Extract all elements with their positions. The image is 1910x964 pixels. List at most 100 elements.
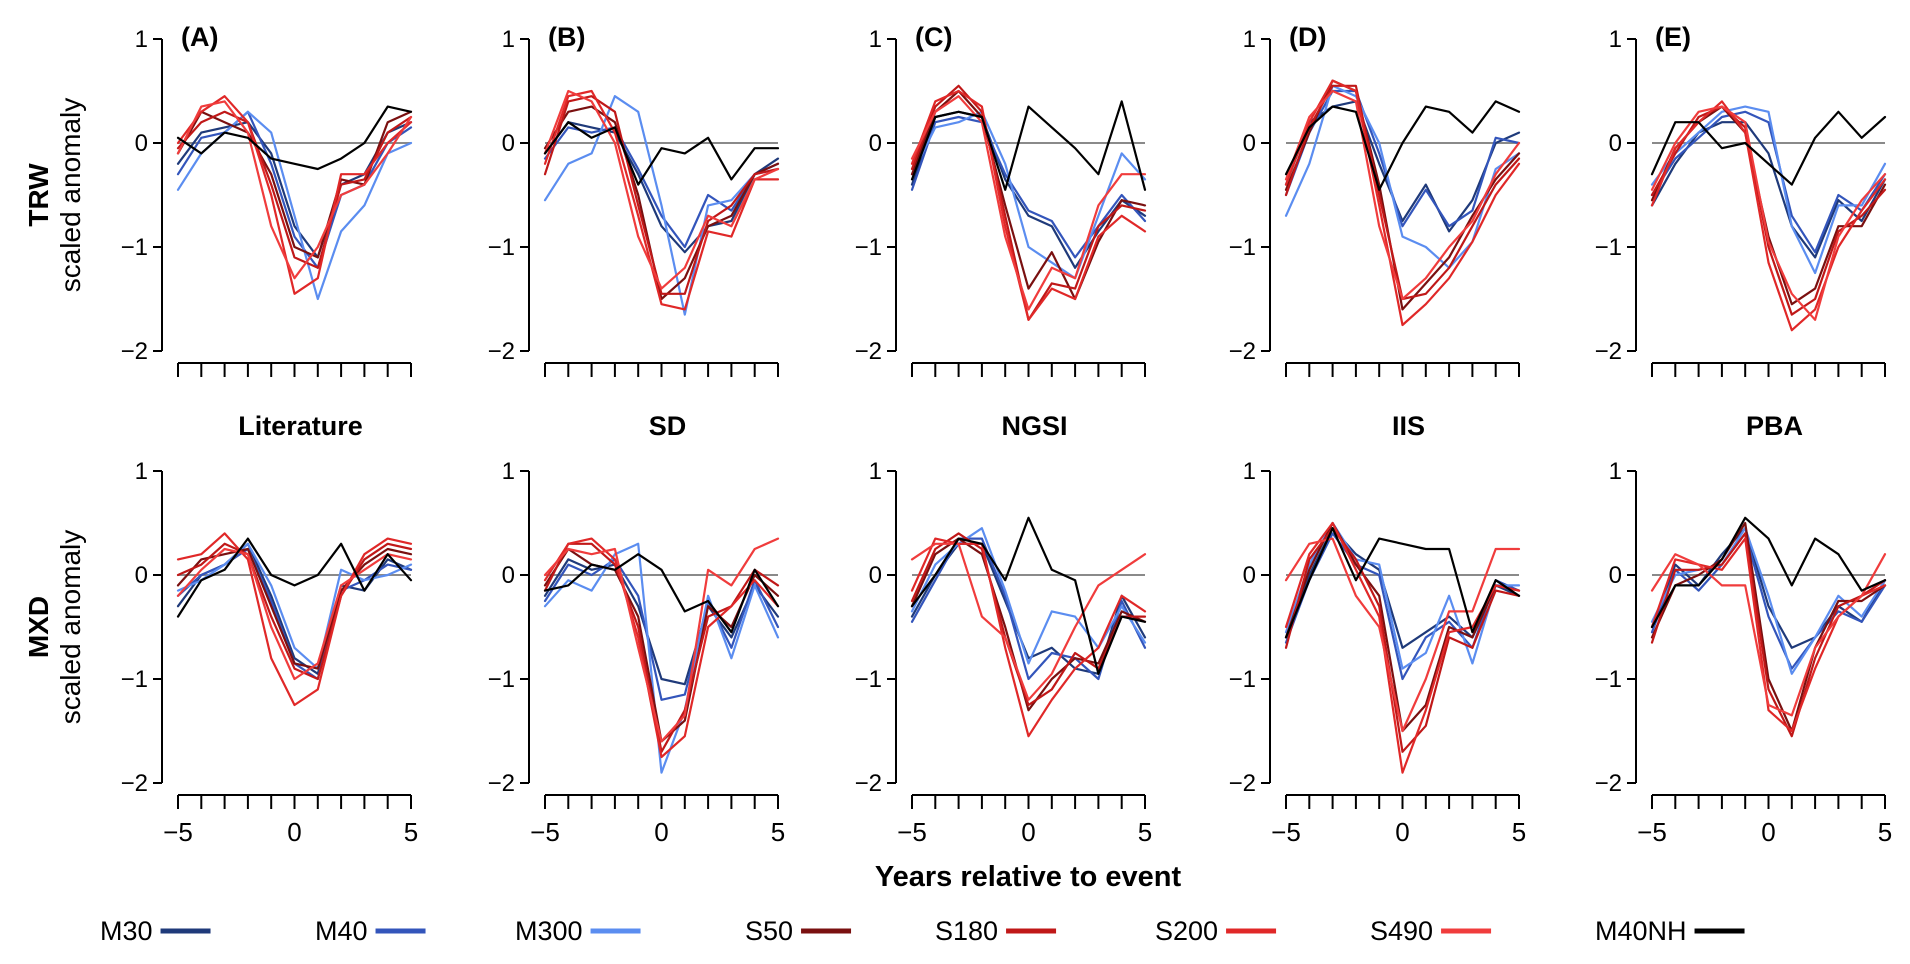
series-line-s180 [1284,527,1521,753]
series-line-s180 [1650,532,1887,738]
y-tick-label: −2 [488,770,515,797]
series-line-m40nh [1284,527,1521,639]
series-line-m40 [1284,89,1521,228]
y-tick-label: −2 [488,338,515,365]
panel-0-3: 1 0 −1 −2 [1229,26,1521,377]
series-line-m40 [1650,532,1887,670]
series-line-m300 [543,95,780,316]
series-line-s490 [910,542,1147,701]
y-tick-label: −2 [855,338,882,365]
x-tick-label: 5 [404,817,418,847]
y-tick-label: −1 [121,234,148,261]
panel-0-4: 1 0 −1 −2 [1595,26,1887,377]
x-tick-label: −5 [1271,817,1301,847]
legend-item-m40: M40 [315,916,426,946]
series-line-s490 [910,95,1147,311]
series-line-s50 [543,547,780,743]
series-line-m40nh [1284,100,1521,191]
legend-item-s180: S180 [935,916,1057,946]
series-line-s180 [910,532,1147,707]
legend-label: M30 [100,916,153,946]
y-tick-label: 0 [135,562,148,589]
series-line-m40nh [176,105,413,171]
series-line-m40nh [1650,516,1887,629]
series-line-s50 [543,105,780,301]
y-tick-label: −1 [1229,666,1256,693]
x-tick-label: −5 [897,817,927,847]
series-line-s200 [910,89,1147,321]
y-tick-label: 1 [1243,26,1256,53]
x-tick-label: 0 [654,817,668,847]
series-line-s200 [176,532,413,707]
y-tick-label: −1 [121,666,148,693]
y-tick-label: 0 [1609,562,1622,589]
x-tick-label: 5 [1138,817,1152,847]
legend-label: M40NH [1595,916,1687,946]
row-label: TRW [23,163,54,227]
x-tick-label: −5 [530,817,560,847]
panel-label: (A) [181,22,218,52]
panel-1-4: 1 0 −1 −2 −5 0 5 [1595,458,1893,847]
y-tick-label: −1 [855,234,882,261]
x-axis-title: Years relative to event [875,861,1182,893]
y-tick-label: 0 [135,130,148,157]
series-line-s200 [543,89,780,311]
y-tick-label: 1 [1609,458,1622,485]
y-tick-label: 0 [502,562,515,589]
series-line-s200 [1650,100,1887,332]
series-line-s490 [176,100,413,280]
x-tick-label: 0 [1395,817,1409,847]
method-label: NGSI [1001,411,1067,441]
legend-item-m300: M300 [515,916,641,946]
series-line-s490 [543,537,780,743]
method-label: SD [649,411,687,441]
series-line-m30 [1650,527,1887,649]
series-line-s180 [176,542,413,681]
series-line-m40nh [910,100,1147,191]
series-line-m40nh [176,537,413,618]
y-tick-label: −2 [1595,770,1622,797]
y-tick-label: −2 [1229,338,1256,365]
method-label: PBA [1746,411,1803,441]
y-tick-label: −2 [1595,338,1622,365]
panel-label: (C) [915,22,952,52]
series-line-s200 [176,95,413,295]
x-tick-label: 0 [287,817,301,847]
series-line-m30 [543,558,780,686]
y-tick-label: 1 [1609,26,1622,53]
y-tick-label: −2 [121,770,148,797]
panel-1-2: 1 0 −1 −2 −5 0 5 [855,458,1153,847]
x-tick-label: 5 [1512,817,1526,847]
series-line-m40nh [1650,110,1887,186]
y-tick-label: 0 [1243,562,1256,589]
x-tick-label: −5 [1637,817,1667,847]
series-line-m40 [543,126,780,249]
series-line-m300 [176,110,413,301]
x-tick-label: −5 [163,817,193,847]
series-line-s490 [1284,537,1521,733]
legend-item-s50: S50 [745,916,852,946]
panel-1-1: 1 0 −1 −2 −5 0 5 [488,458,786,847]
y-tick-label: −2 [1229,770,1256,797]
y-tick-label: 0 [502,130,515,157]
series-line-m30 [1650,121,1887,259]
y-tick-label: −1 [488,234,515,261]
y-tick-label: 1 [869,26,882,53]
series-line-s50 [1650,521,1887,733]
y-tick-label: 1 [1243,458,1256,485]
series-line-m30 [176,121,413,259]
y-tick-label: 0 [869,562,882,589]
series-line-s490 [1650,105,1887,321]
row-sublabel: scaled anomaly [55,98,86,293]
series-line-m30 [910,542,1147,675]
x-tick-label: 0 [1021,817,1035,847]
series-line-m30 [1284,100,1521,233]
x-tick-label: 0 [1761,817,1775,847]
row-sublabel: scaled anomaly [55,530,86,725]
series-line-s200 [543,537,780,759]
series-line-m30 [543,121,780,254]
method-label: IIS [1392,411,1425,441]
y-tick-label: 0 [1609,130,1622,157]
y-tick-label: 1 [135,458,148,485]
y-tick-label: −1 [1229,234,1256,261]
